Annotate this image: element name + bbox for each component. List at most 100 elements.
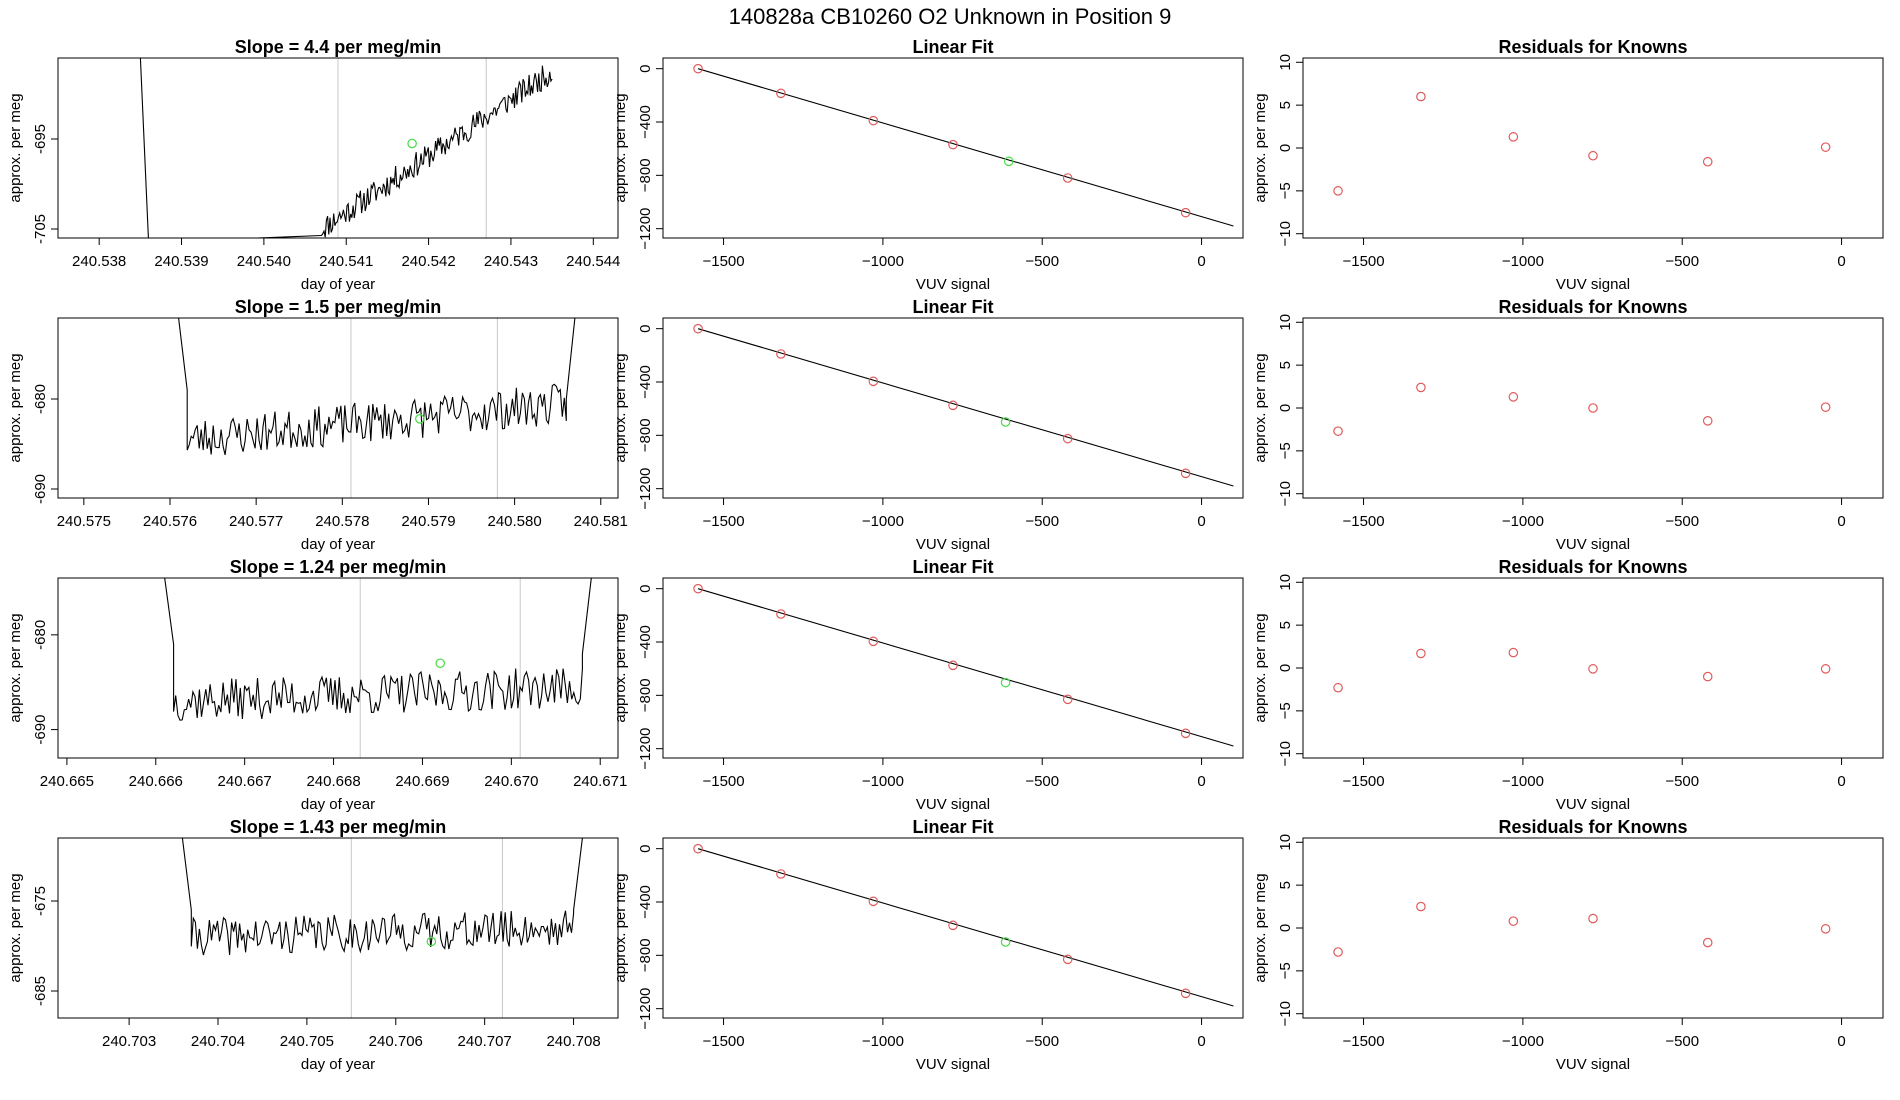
- known-point: [948, 139, 958, 150]
- plot-frame: [662, 317, 1244, 499]
- time-series-panel-3: Slope = 1.24 per meg/min day of year appro…: [7, 557, 627, 813]
- x-axis-label: VUV signal: [1556, 536, 1630, 553]
- y-axis-label: approx. per meg: [7, 873, 24, 982]
- x-axis-label: day of year: [301, 276, 375, 293]
- x-tick-label: 240.670: [484, 773, 538, 790]
- y-axis-label: approx. per meg: [612, 93, 629, 202]
- panel-title: Residuals for Knowns: [1498, 297, 1687, 317]
- figure-title: 140828a CB10260 O2 Unknown in Position 9: [729, 4, 1172, 29]
- known-point: [1508, 647, 1519, 658]
- unknown-point: [1000, 677, 1011, 688]
- y-axis-label: approx. per meg: [7, 353, 24, 462]
- x-axis-label: VUV signal: [1556, 796, 1630, 813]
- y-axis-label: approx. per meg: [612, 353, 629, 462]
- x-tick-label: 0: [1197, 513, 1205, 530]
- plot-frame: [662, 577, 1244, 759]
- y-axis-label: approx. per meg: [612, 613, 629, 722]
- known-point: [868, 115, 879, 126]
- x-tick-label: 240.706: [369, 1033, 423, 1050]
- y-tick-label: −1200: [637, 208, 654, 250]
- x-tick-label: −1500: [702, 253, 744, 270]
- plot-frame: [662, 837, 1244, 1019]
- x-tick-label: −500: [1665, 513, 1699, 530]
- x-tick-label: −500: [1025, 773, 1059, 790]
- y-axis-label: approx. per meg: [1252, 613, 1269, 722]
- known-point: [693, 63, 703, 74]
- y-axis-label: approx. per meg: [1252, 93, 1269, 202]
- x-tick-label: −1500: [1342, 1033, 1384, 1050]
- x-tick-label: −1000: [862, 773, 904, 790]
- plot-frame: [57, 577, 619, 759]
- x-axis-label: VUV signal: [916, 536, 990, 553]
- known-point: [1588, 150, 1598, 161]
- known-point: [1820, 402, 1831, 412]
- y-tick-label: −400: [637, 105, 654, 139]
- y-tick-label: −1200: [637, 728, 654, 770]
- fit-line: [697, 328, 1234, 487]
- x-tick-label: 240.543: [484, 253, 538, 270]
- x-axis-label: VUV signal: [916, 276, 990, 293]
- x-tick-label: −500: [1025, 513, 1059, 530]
- x-tick-label: 0: [1837, 253, 1845, 270]
- x-tick-label: −500: [1025, 253, 1059, 270]
- x-tick-label: −1000: [1502, 253, 1544, 270]
- y-tick-label: -705: [32, 214, 49, 244]
- fit-line: [697, 848, 1234, 1007]
- x-axis-label: VUV signal: [1556, 1056, 1630, 1073]
- y-tick-label: −800: [637, 158, 654, 192]
- x-tick-label: −500: [1665, 773, 1699, 790]
- x-tick-label: −1000: [1502, 513, 1544, 530]
- known-point: [1702, 937, 1713, 948]
- known-point: [776, 349, 786, 359]
- known-point: [1416, 91, 1426, 102]
- y-tick-label: 10: [1277, 574, 1294, 591]
- known-point: [1508, 392, 1519, 402]
- x-tick-label: −500: [1665, 1033, 1699, 1050]
- y-tick-label: 5: [1277, 361, 1294, 369]
- unknown-point: [1000, 937, 1011, 947]
- x-tick-label: 240.542: [401, 253, 455, 270]
- known-point: [693, 583, 703, 594]
- linear-fit-panel-4: Linear Fit VUV signal approx. per meg −1500…: [612, 817, 1244, 1073]
- x-tick-label: 240.665: [40, 773, 94, 790]
- known-point: [1062, 694, 1073, 705]
- known-point: [1416, 901, 1426, 912]
- time-series-panel-2: Slope = 1.5 per meg/min day of year approx…: [7, 297, 628, 553]
- x-tick-label: 240.577: [229, 513, 283, 530]
- y-tick-label: −400: [637, 365, 654, 399]
- x-tick-label: −500: [1665, 253, 1699, 270]
- plot-frame: [1302, 57, 1884, 239]
- y-tick-label: -680: [32, 620, 49, 650]
- known-point: [948, 920, 958, 931]
- known-point: [1820, 924, 1831, 934]
- panel-title: Linear Fit: [912, 817, 993, 837]
- panel-title: Residuals for Knowns: [1498, 557, 1687, 577]
- x-tick-label: 240.538: [72, 253, 126, 270]
- x-tick-label: 240.666: [129, 773, 183, 790]
- known-point: [776, 869, 786, 879]
- x-tick-label: 240.669: [395, 773, 449, 790]
- known-point: [1820, 664, 1831, 674]
- known-point: [693, 843, 703, 854]
- y-tick-label: 10: [1277, 834, 1294, 851]
- x-tick-label: 240.705: [280, 1033, 334, 1050]
- signal-trace: [139, 58, 553, 238]
- x-tick-label: 240.539: [154, 253, 208, 270]
- x-tick-label: −1500: [702, 513, 744, 530]
- x-tick-label: 0: [1837, 773, 1845, 790]
- y-tick-label: -690: [32, 474, 49, 504]
- plot-frame: [1302, 577, 1884, 759]
- y-tick-label: −5: [1277, 962, 1294, 979]
- known-point: [1820, 142, 1831, 152]
- panel-title: Residuals for Knowns: [1498, 817, 1687, 837]
- panel-title: Linear Fit: [912, 37, 993, 57]
- x-tick-label: 240.668: [306, 773, 360, 790]
- y-axis-label: approx. per meg: [7, 613, 24, 722]
- known-point: [868, 896, 879, 907]
- x-tick-label: −1500: [702, 1033, 744, 1050]
- y-tick-label: 0: [637, 844, 654, 852]
- fit-line: [697, 588, 1234, 747]
- linear-fit-panel-1: Linear Fit VUV signal approx. per meg −1500…: [612, 37, 1244, 293]
- known-point: [1180, 207, 1191, 218]
